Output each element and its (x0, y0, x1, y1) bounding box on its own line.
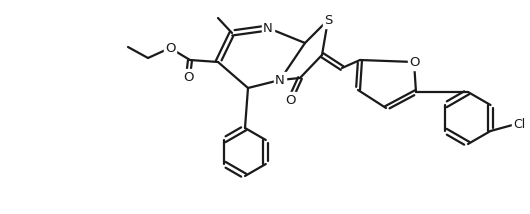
Text: O: O (285, 94, 295, 107)
Text: O: O (409, 55, 419, 68)
Text: Cl: Cl (514, 119, 526, 131)
Text: S: S (324, 13, 332, 27)
Text: O: O (165, 42, 175, 55)
Text: O: O (183, 70, 193, 83)
Text: N: N (263, 21, 273, 34)
Text: N: N (275, 73, 285, 86)
